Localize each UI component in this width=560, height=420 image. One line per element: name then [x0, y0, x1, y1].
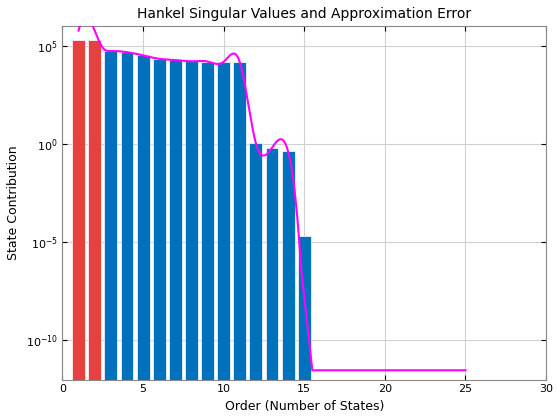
Bar: [185, 61, 198, 420]
Bar: [201, 62, 214, 420]
Bar: [153, 59, 166, 420]
Bar: [282, 152, 295, 420]
Bar: [88, 40, 101, 420]
X-axis label: Order (Number of States): Order (Number of States): [225, 400, 384, 413]
Bar: [234, 62, 246, 420]
Y-axis label: State Contribution: State Contribution: [7, 146, 20, 260]
Bar: [169, 60, 182, 420]
Bar: [120, 52, 133, 420]
Title: Hankel Singular Values and Approximation Error: Hankel Singular Values and Approximation…: [137, 7, 472, 21]
Bar: [265, 148, 278, 420]
Bar: [249, 143, 262, 420]
Bar: [298, 236, 311, 420]
Bar: [217, 62, 230, 420]
Bar: [72, 40, 85, 420]
Bar: [104, 51, 117, 420]
Bar: [137, 55, 150, 420]
